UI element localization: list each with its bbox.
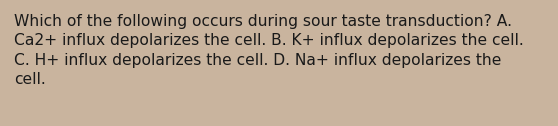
Text: cell.: cell. <box>14 72 46 87</box>
Text: C. H+ influx depolarizes the cell. D. Na+ influx depolarizes the: C. H+ influx depolarizes the cell. D. Na… <box>14 53 502 68</box>
Text: Which of the following occurs during sour taste transduction? A.: Which of the following occurs during sou… <box>14 14 512 29</box>
Text: Ca2+ influx depolarizes the cell. B. K+ influx depolarizes the cell.: Ca2+ influx depolarizes the cell. B. K+ … <box>14 34 524 49</box>
